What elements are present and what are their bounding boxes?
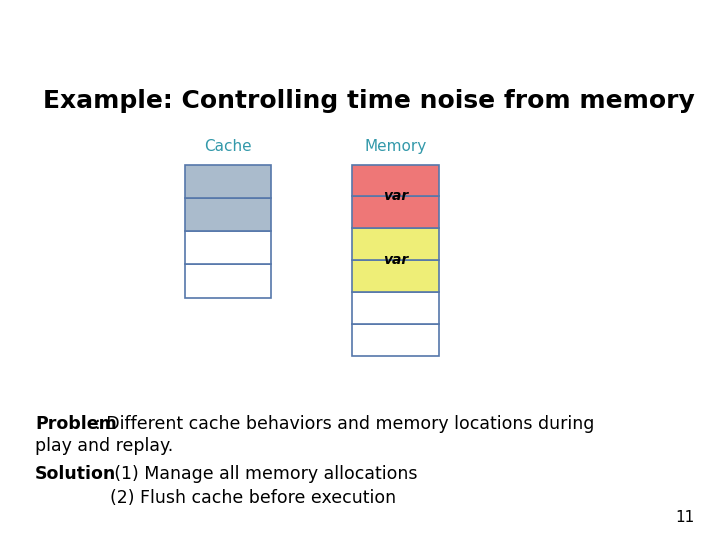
Bar — [352, 260, 438, 292]
Bar — [352, 165, 438, 197]
Text: (2) Flush cache before execution: (2) Flush cache before execution — [110, 489, 396, 507]
Bar — [185, 198, 271, 231]
Text: Problem: Problem — [35, 415, 117, 433]
Bar — [352, 292, 438, 324]
Bar — [185, 231, 271, 265]
Text: Cache: Cache — [204, 139, 252, 154]
Bar — [352, 324, 438, 356]
Text: 11: 11 — [675, 510, 695, 525]
Text: : Different cache behaviors and memory locations during: : Different cache behaviors and memory l… — [95, 415, 594, 433]
Bar — [352, 197, 438, 228]
Text: Solution: Solution — [35, 465, 116, 483]
Text: : (1) Manage all memory allocations: : (1) Manage all memory allocations — [103, 465, 417, 483]
Bar — [185, 165, 271, 198]
Text: Example: Controlling time noise from memory: Example: Controlling time noise from mem… — [43, 90, 695, 113]
Text: var: var — [383, 190, 408, 204]
Text: play and replay.: play and replay. — [35, 437, 174, 455]
Bar — [352, 228, 438, 260]
Text: var: var — [383, 253, 408, 267]
Bar — [185, 265, 271, 298]
Text: Memory: Memory — [364, 139, 427, 154]
